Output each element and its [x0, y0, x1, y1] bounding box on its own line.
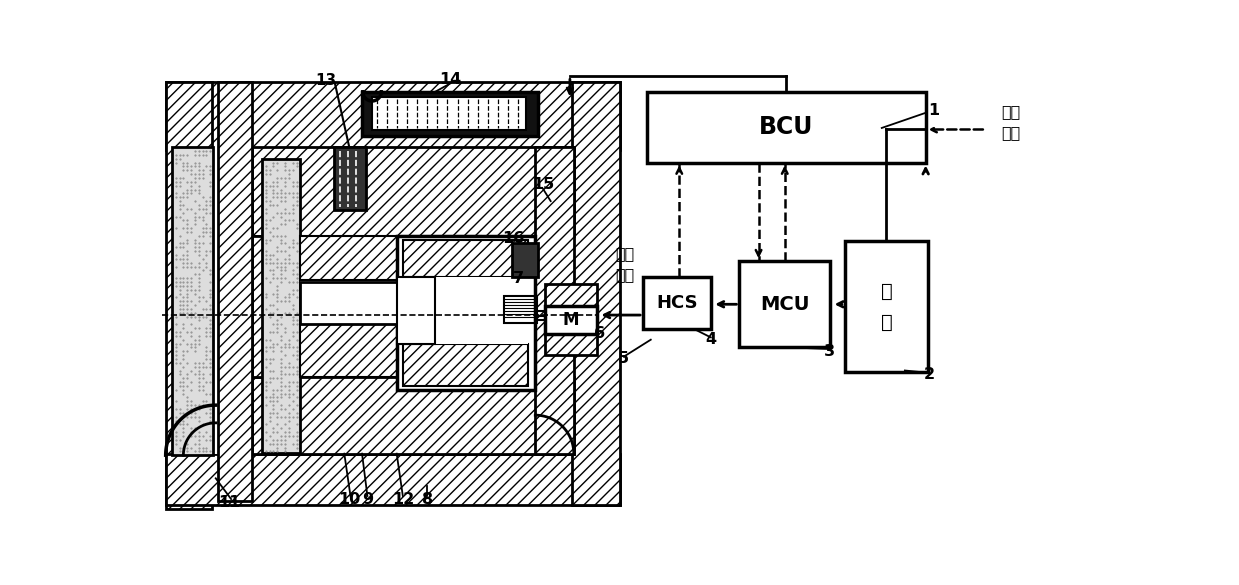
Bar — [166, 82, 620, 150]
Bar — [544, 333, 597, 355]
Bar — [218, 82, 252, 501]
Text: 8: 8 — [422, 493, 434, 507]
Bar — [643, 277, 711, 329]
Bar — [740, 261, 830, 347]
Text: 9: 9 — [362, 493, 373, 507]
Bar — [300, 324, 482, 377]
Bar — [300, 236, 482, 280]
Bar — [845, 241, 928, 372]
Text: BCU: BCU — [760, 115, 814, 139]
Text: 1: 1 — [928, 103, 939, 118]
Bar — [544, 284, 597, 306]
Bar — [261, 159, 300, 453]
Text: HCS: HCS — [657, 294, 698, 312]
Bar — [166, 453, 620, 505]
Bar — [333, 147, 366, 211]
Text: 制动
信号: 制动 信号 — [1001, 105, 1021, 140]
Text: 7: 7 — [513, 271, 524, 285]
Bar — [512, 243, 539, 277]
Text: 电流
信号: 电流 信号 — [616, 246, 634, 282]
Bar — [572, 82, 620, 505]
Text: 4: 4 — [705, 332, 716, 347]
Bar — [372, 97, 527, 130]
Text: 12: 12 — [392, 493, 414, 507]
Text: 16: 16 — [503, 230, 525, 246]
Bar — [212, 147, 572, 453]
Bar — [403, 343, 528, 386]
Bar — [166, 82, 212, 509]
Bar — [252, 236, 300, 377]
Text: 13: 13 — [315, 74, 337, 88]
Text: 10: 10 — [338, 493, 361, 507]
Bar — [252, 377, 574, 453]
Bar — [396, 277, 435, 343]
Text: 电
池: 电 池 — [881, 281, 892, 332]
Bar — [647, 92, 926, 163]
Bar — [403, 240, 528, 277]
Bar — [403, 277, 528, 343]
Text: 5: 5 — [618, 352, 629, 366]
Text: 11: 11 — [218, 495, 240, 511]
Text: 2: 2 — [924, 367, 935, 382]
Bar — [172, 147, 213, 455]
Text: 3: 3 — [824, 344, 835, 359]
Bar — [300, 236, 535, 377]
Text: M: M — [563, 311, 579, 329]
Bar — [300, 282, 424, 324]
Text: 14: 14 — [440, 72, 462, 87]
Bar — [544, 306, 597, 333]
Text: 15: 15 — [532, 177, 554, 192]
Bar — [535, 147, 574, 453]
Bar — [252, 147, 574, 236]
Bar — [396, 236, 535, 390]
Text: MCU: MCU — [760, 295, 809, 314]
Text: 6: 6 — [593, 326, 605, 341]
Bar — [362, 92, 538, 136]
Bar — [504, 296, 536, 323]
